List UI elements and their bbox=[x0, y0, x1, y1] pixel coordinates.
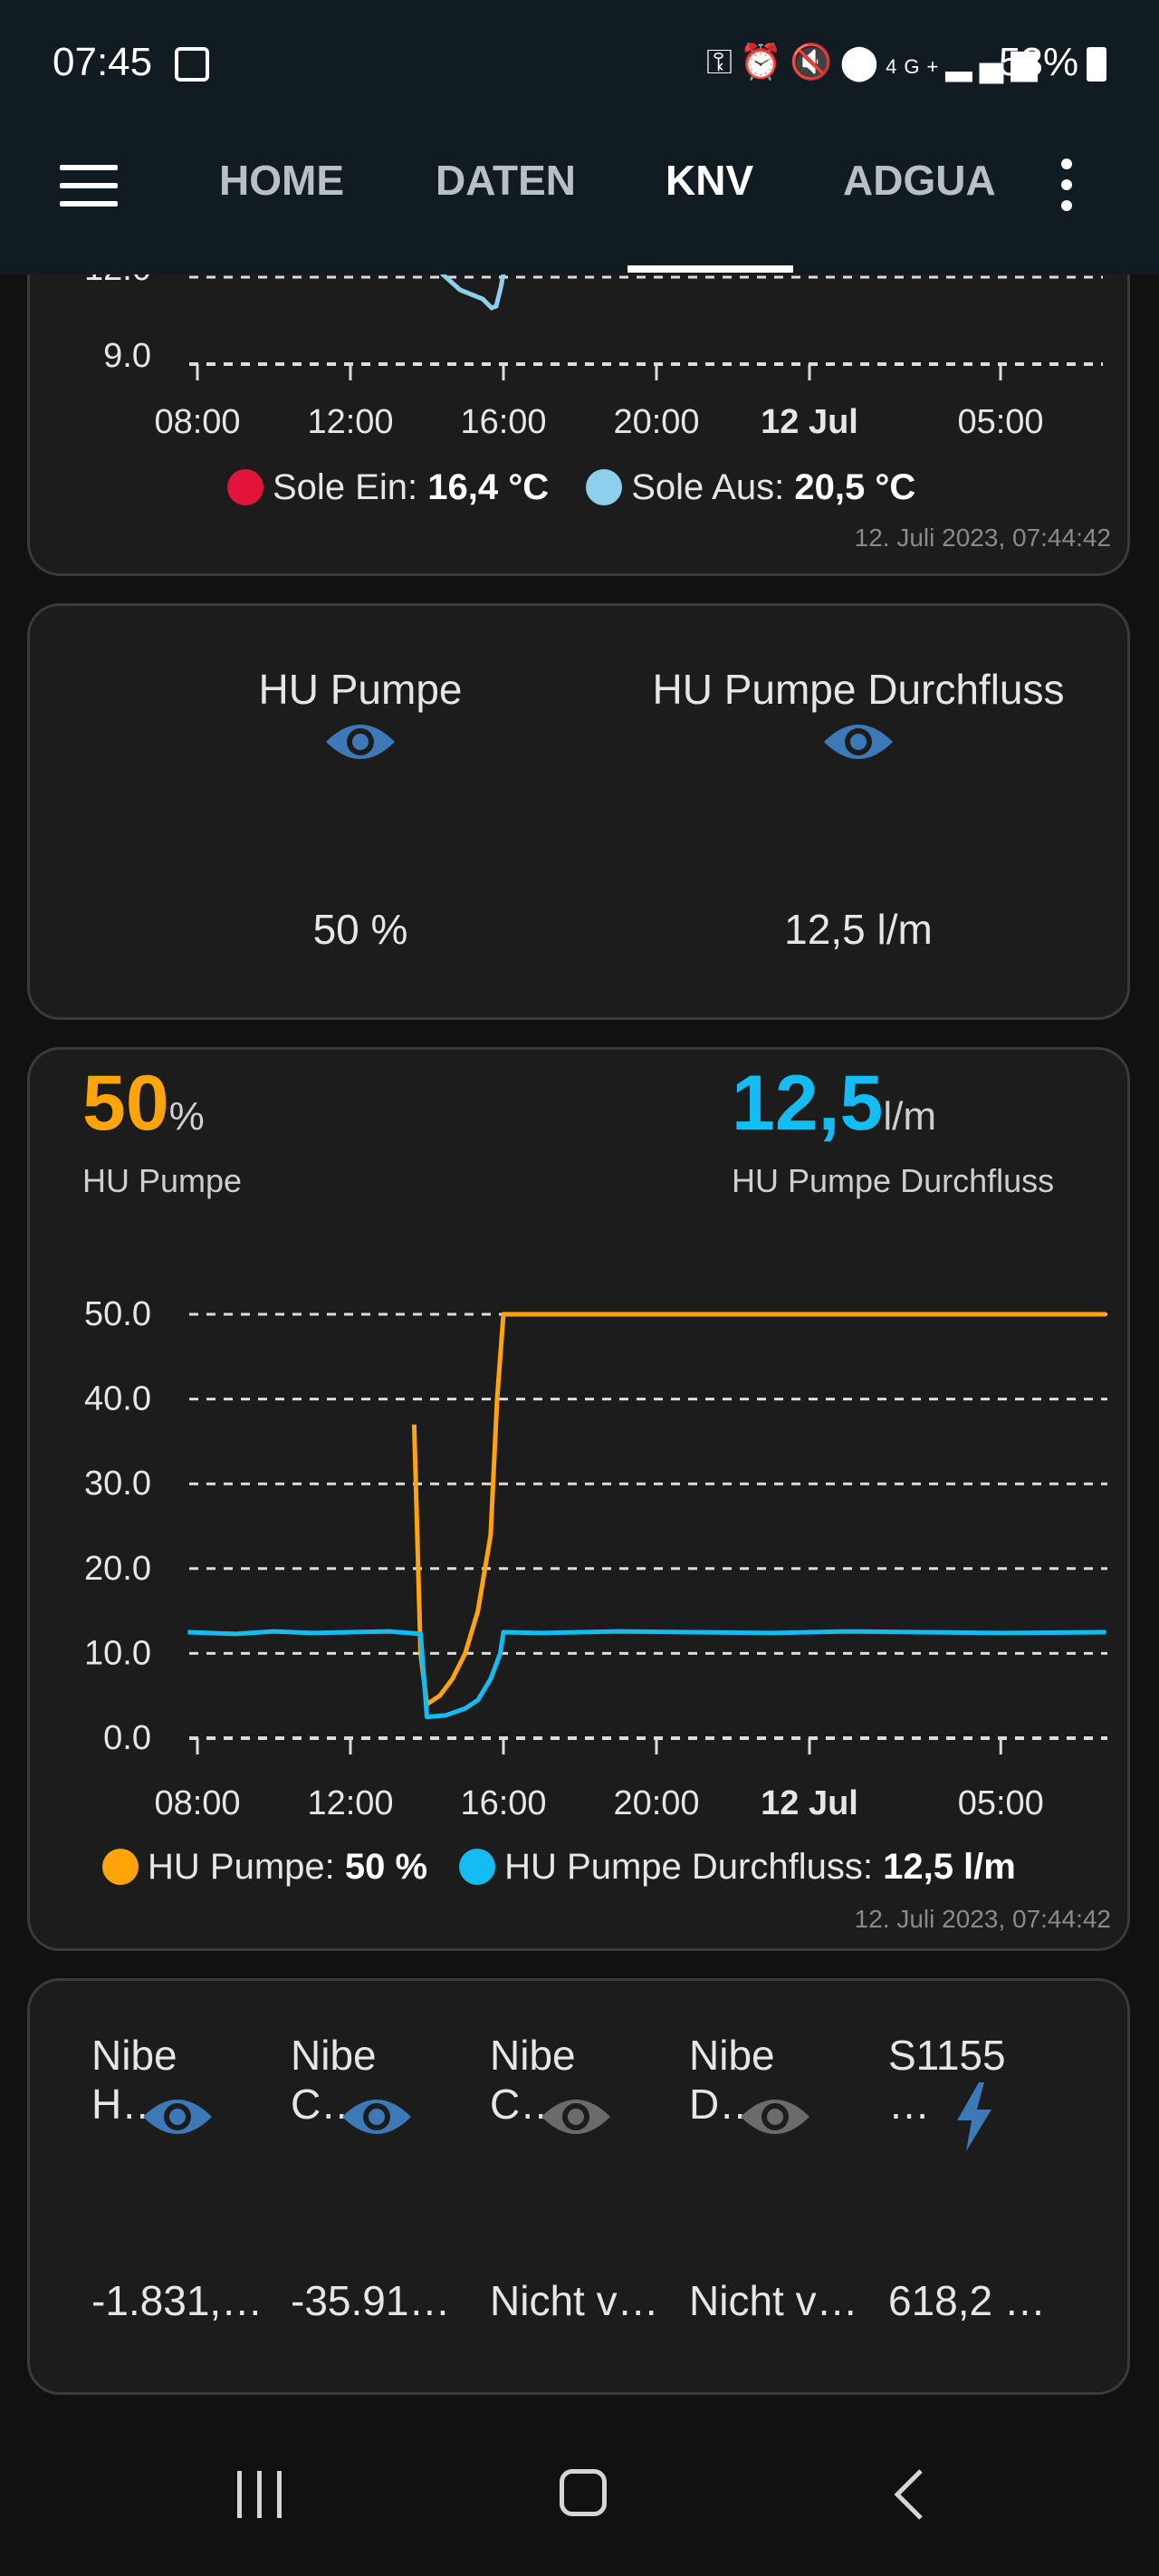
sole-x-tick: 12 Jul bbox=[761, 403, 858, 441]
y-tick-label: 0.0 bbox=[103, 1719, 151, 1757]
nibe-entities-card: Nibe H… -1.831,… Nibe C… -35.91… Nibe C… Nich… bbox=[27, 1978, 1130, 2395]
nibe-entity-value: Nicht v… bbox=[490, 2277, 659, 2324]
x-tick-label: 12 Jul bbox=[761, 1784, 858, 1822]
graph-legend: HU Pumpe: 50 % HU Pumpe Durchfluss: 12,5… bbox=[102, 1847, 1016, 1888]
sole-x-tick: 05:00 bbox=[957, 403, 1043, 441]
primary-state: 50% bbox=[82, 1060, 205, 1147]
sole-aus-line bbox=[440, 272, 506, 311]
tab-home[interactable]: HOME bbox=[219, 157, 344, 204]
y-tick-label: 30.0 bbox=[84, 1465, 151, 1503]
status-bar: 07:45 ⚿⏰🔇⬤4G+▂▄▆ 53% bbox=[0, 0, 1159, 131]
legend-item-sole-ein[interactable]: Sole Ein: 16,4 °C bbox=[227, 467, 549, 507]
sole-legend: Sole Ein: 16,4 °C Sole Aus: 20,5 °C bbox=[227, 467, 915, 508]
alarm-icon: ⏰ bbox=[739, 43, 790, 82]
graph-timestamp: 12. Juli 2023, 07:44:42 bbox=[854, 1905, 1111, 1933]
nibe-entity-value: -35.91… bbox=[291, 2277, 451, 2324]
x-tick-label: 20:00 bbox=[613, 1784, 699, 1822]
legend-dot-sole-aus bbox=[586, 469, 623, 505]
y-tick-label: 50.0 bbox=[84, 1295, 151, 1333]
sole-x-ticks bbox=[196, 364, 1002, 380]
tab-knv[interactable]: KNV bbox=[666, 157, 754, 204]
battery-percent: 53% bbox=[999, 40, 1079, 84]
eye-icon bbox=[342, 2100, 411, 2134]
x-tick-label: 05:00 bbox=[958, 1784, 1044, 1822]
y-tick-label: 40.0 bbox=[84, 1380, 151, 1418]
status-icons: ⚿⏰🔇⬤4G+▂▄▆ bbox=[706, 42, 1045, 82]
series-line-hu-pumpe-durchfluss bbox=[187, 1629, 1106, 1720]
nibe-entity-value: Nicht v… bbox=[689, 2277, 858, 2324]
nibe-entity-title: Nibe H… bbox=[91, 2032, 177, 2128]
nibe-entity[interactable]: Nibe D… Nicht v… bbox=[637, 1981, 858, 2379]
legend-dot-hu-pumpe-durchfluss bbox=[459, 1849, 496, 1885]
x-tick-label: 16:00 bbox=[460, 1784, 546, 1822]
home-button[interactable] bbox=[560, 2469, 607, 2516]
nibe-entity[interactable]: Nibe C… -35.91… bbox=[238, 1981, 450, 2379]
back-button[interactable] bbox=[892, 2467, 928, 2522]
x-tick-label: 08:00 bbox=[154, 1784, 240, 1822]
entity-title: HU Pumpe Durchfluss bbox=[652, 666, 1065, 713]
secondary-state: 12,5l/m bbox=[732, 1060, 937, 1147]
lightning-icon bbox=[957, 2082, 991, 2151]
overflow-menu-icon[interactable] bbox=[1061, 159, 1074, 221]
recent-apps-button[interactable] bbox=[234, 2471, 286, 2518]
series-line-hu-pumpe bbox=[411, 1312, 1106, 1707]
entity-value: 12,5 l/m bbox=[784, 906, 933, 953]
nibe-entity[interactable]: S1155 … 618,2 … bbox=[836, 1981, 1046, 2379]
battery-icon bbox=[1087, 47, 1106, 82]
hu-pumpe-chart: 50.0 40.0 30.0 20.0 10.0 0.008:00 12:00 16:00 20… bbox=[84, 1295, 1107, 1822]
secondary-label: HU Pumpe Durchfluss bbox=[732, 1162, 1055, 1199]
sole-y-tick: 9.0 bbox=[103, 337, 151, 375]
sole-x-tick: 08:00 bbox=[154, 403, 240, 441]
eye-icon bbox=[741, 2100, 809, 2134]
entity-value: 50 % bbox=[312, 906, 408, 953]
nibe-entity-title: S1155 … bbox=[888, 2032, 1006, 2128]
active-tab-indicator bbox=[627, 265, 793, 273]
image-notification-icon bbox=[175, 47, 209, 82]
signal-icon: ▂▄▆ bbox=[945, 43, 1045, 82]
legend-item-hu-pumpe-durchfluss[interactable]: HU Pumpe Durchfluss: 12,5 l/m bbox=[459, 1847, 1016, 1887]
sole-x-tick: 12:00 bbox=[307, 403, 393, 441]
eye-icon bbox=[824, 725, 893, 759]
tab-adgua[interactable]: ADGUA bbox=[843, 157, 996, 204]
legend-dot-sole-ein bbox=[227, 469, 263, 505]
nibe-entity-value: 618,2 … bbox=[888, 2277, 1046, 2324]
nibe-entity-title: Nibe C… bbox=[490, 2032, 576, 2128]
legend-item-hu-pumpe[interactable]: HU Pumpe: 50 % bbox=[102, 1847, 427, 1887]
y-tick-label: 10.0 bbox=[84, 1634, 151, 1672]
legend-dot-hu-pumpe bbox=[102, 1849, 139, 1885]
hu-pumpe-graph-card[interactable]: 50% HU Pumpe 12,5l/m HU Pumpe Durchfluss… bbox=[27, 1047, 1130, 1951]
hamburger-menu-icon[interactable] bbox=[60, 165, 118, 210]
eye-icon bbox=[143, 2100, 212, 2134]
system-navigation-bar bbox=[0, 2413, 1159, 2576]
sole-temperature-card[interactable]: 12.0 9.0 08:00 12:00 16:00 20:00 12 Jul … bbox=[27, 226, 1130, 576]
primary-label: HU Pumpe bbox=[82, 1162, 243, 1199]
app-toolbar bbox=[0, 131, 1159, 274]
y-tick-label: 20.0 bbox=[84, 1550, 151, 1588]
4g-icon: 4G+ bbox=[886, 55, 946, 78]
nibe-entity-value: -1.831,… bbox=[91, 2277, 263, 2324]
sole-x-tick: 20:00 bbox=[613, 403, 699, 441]
sole-timestamp: 12. Juli 2023, 07:44:42 bbox=[854, 524, 1111, 552]
x-tick-label: 12:00 bbox=[307, 1784, 393, 1822]
status-time: 07:45 bbox=[53, 40, 153, 84]
mute-icon: 🔇 bbox=[790, 43, 840, 82]
eye-icon bbox=[541, 2100, 610, 2134]
sole-chart: 12.0 9.0 08:00 12:00 16:00 20:00 12 Jul … bbox=[84, 250, 1103, 441]
hu-pumpe-entities-card: HU Pumpe 50 % HU Pumpe Durchfluss 12,5 l… bbox=[27, 603, 1130, 1020]
nibe-entity[interactable]: Nibe C… Nicht v… bbox=[437, 1981, 659, 2379]
entity-title: HU Pumpe bbox=[258, 666, 463, 713]
key-icon: ⚿ bbox=[706, 43, 740, 82]
tab-daten[interactable]: DATEN bbox=[436, 157, 577, 204]
sole-x-tick: 16:00 bbox=[460, 403, 546, 441]
eye-icon bbox=[326, 725, 395, 759]
legend-item-sole-aus[interactable]: Sole Aus: 20,5 °C bbox=[586, 467, 915, 507]
location-icon: ⬤ bbox=[839, 43, 886, 82]
nibe-entity[interactable]: Nibe H… -1.831,… bbox=[39, 1981, 263, 2379]
